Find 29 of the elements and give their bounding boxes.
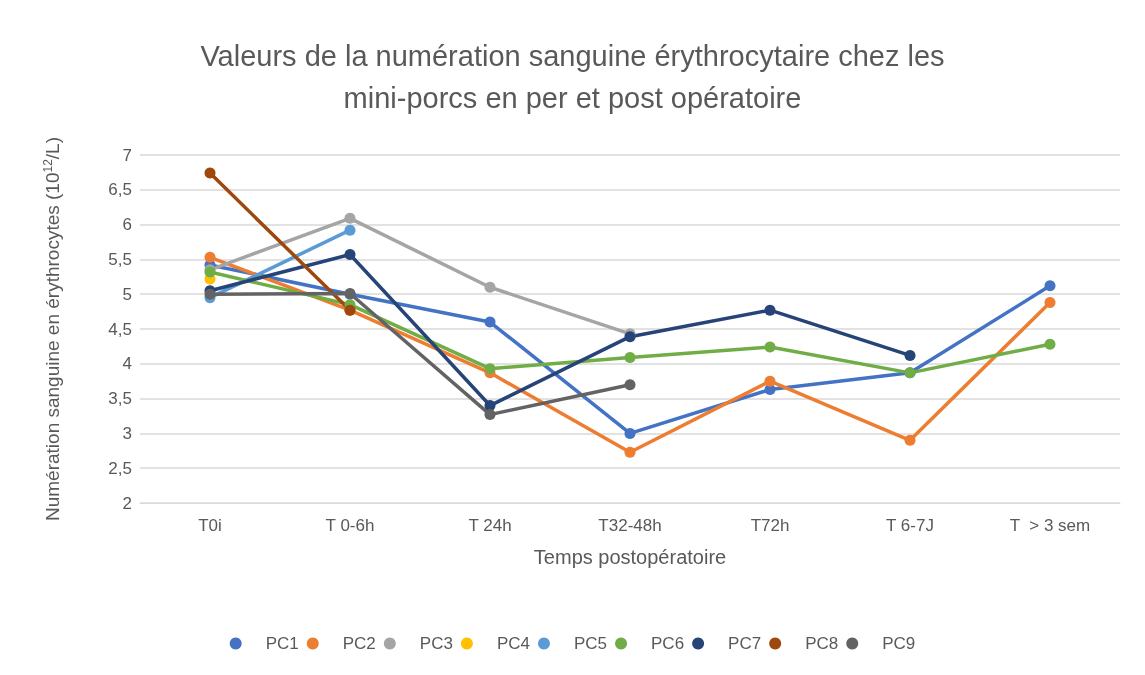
y-tick-label: 4 — [122, 354, 132, 374]
y-tick-label: 6 — [122, 215, 132, 235]
x-tick-label: T 24h — [468, 516, 512, 535]
y-tick-label: 3,5 — [108, 389, 132, 409]
legend-label: PC9 — [882, 634, 916, 653]
legend-label: PC4 — [496, 634, 530, 653]
y-tick-label: 5,5 — [108, 249, 132, 269]
y-tick-label: 4,5 — [108, 319, 132, 339]
legend-label: PC6 — [651, 634, 685, 653]
legend-label: PC7 — [728, 634, 762, 653]
legend-label: PC1 — [265, 634, 299, 653]
legend-label: PC3 — [419, 634, 453, 653]
x-tick-label: T32-48h — [598, 516, 662, 535]
x-tick-label: T72h — [750, 516, 790, 535]
x-tick-label: T > 3 sem — [1009, 516, 1091, 535]
y-tick-label: 3 — [122, 423, 132, 443]
x-axis-title: Temps postopératoire — [533, 546, 727, 568]
chart-title: Valeurs de la numération sanguine érythrocytaire chez les mini-porcs en per et post opératoire — [200, 40, 945, 114]
y-tick-label: 6,5 — [108, 180, 132, 200]
x-tick-label: T 6-7J — [886, 516, 934, 535]
y-tick-label: 5 — [122, 284, 132, 304]
legend-label: PC5 — [573, 634, 608, 653]
legend-label: PC2 — [342, 634, 376, 653]
y-tick-label: 2,5 — [108, 458, 132, 478]
x-tick-label: T0i — [198, 516, 222, 535]
legend-label: PC8 — [805, 634, 839, 653]
y-tick-label: 2 — [122, 493, 132, 513]
x-tick-label: T 0-6h — [325, 516, 375, 535]
y-tick-label: 7 — [122, 145, 132, 165]
